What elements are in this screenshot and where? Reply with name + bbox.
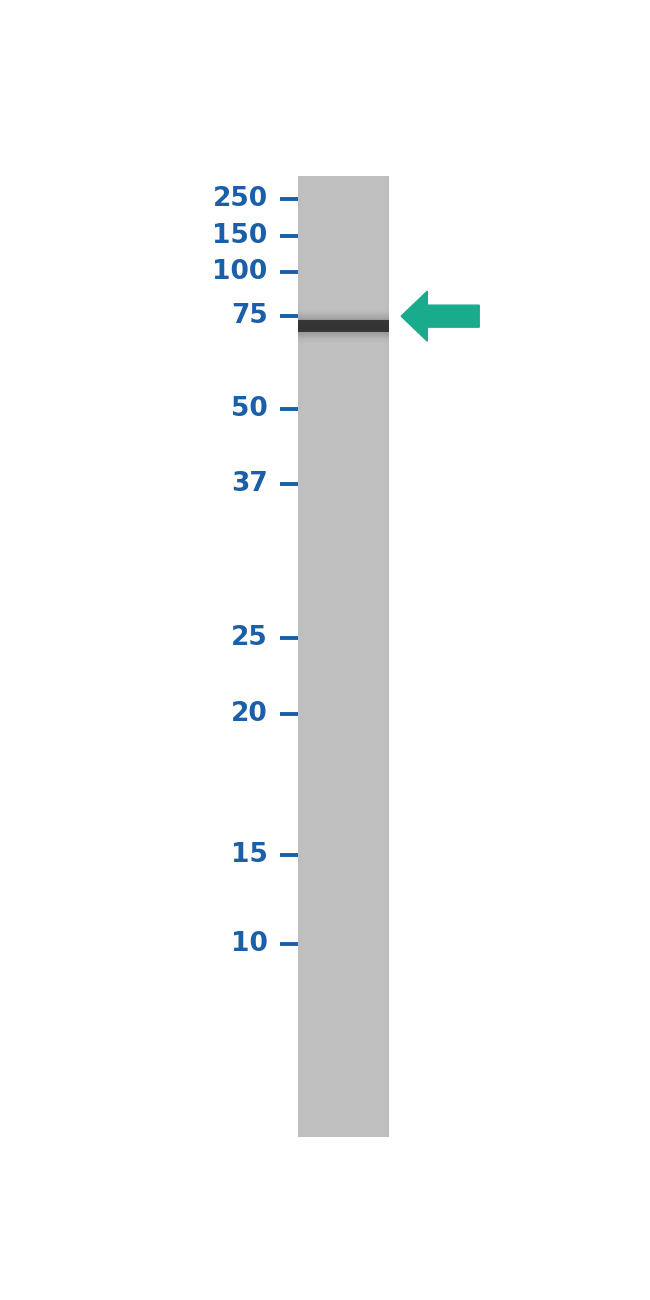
- Text: 75: 75: [231, 303, 268, 329]
- Text: 100: 100: [213, 259, 268, 285]
- Bar: [298, 312, 389, 341]
- Bar: [298, 317, 389, 334]
- Bar: [298, 325, 389, 328]
- Text: 50: 50: [231, 396, 268, 422]
- Bar: [298, 316, 389, 337]
- Text: 37: 37: [231, 472, 268, 498]
- Bar: [298, 176, 389, 1138]
- Text: 10: 10: [231, 931, 268, 957]
- Bar: [298, 317, 389, 335]
- Text: 150: 150: [213, 224, 268, 250]
- Text: 20: 20: [231, 701, 268, 727]
- Bar: [298, 313, 389, 339]
- Bar: [298, 311, 389, 342]
- Bar: [298, 321, 389, 332]
- Text: 15: 15: [231, 841, 268, 867]
- Bar: [298, 309, 389, 343]
- Text: 250: 250: [213, 186, 268, 212]
- Text: 25: 25: [231, 625, 268, 651]
- Bar: [298, 322, 389, 330]
- Bar: [298, 318, 389, 333]
- Bar: [298, 320, 389, 333]
- Bar: [298, 320, 389, 333]
- Bar: [298, 324, 389, 329]
- Bar: [298, 315, 389, 338]
- FancyArrow shape: [401, 291, 479, 341]
